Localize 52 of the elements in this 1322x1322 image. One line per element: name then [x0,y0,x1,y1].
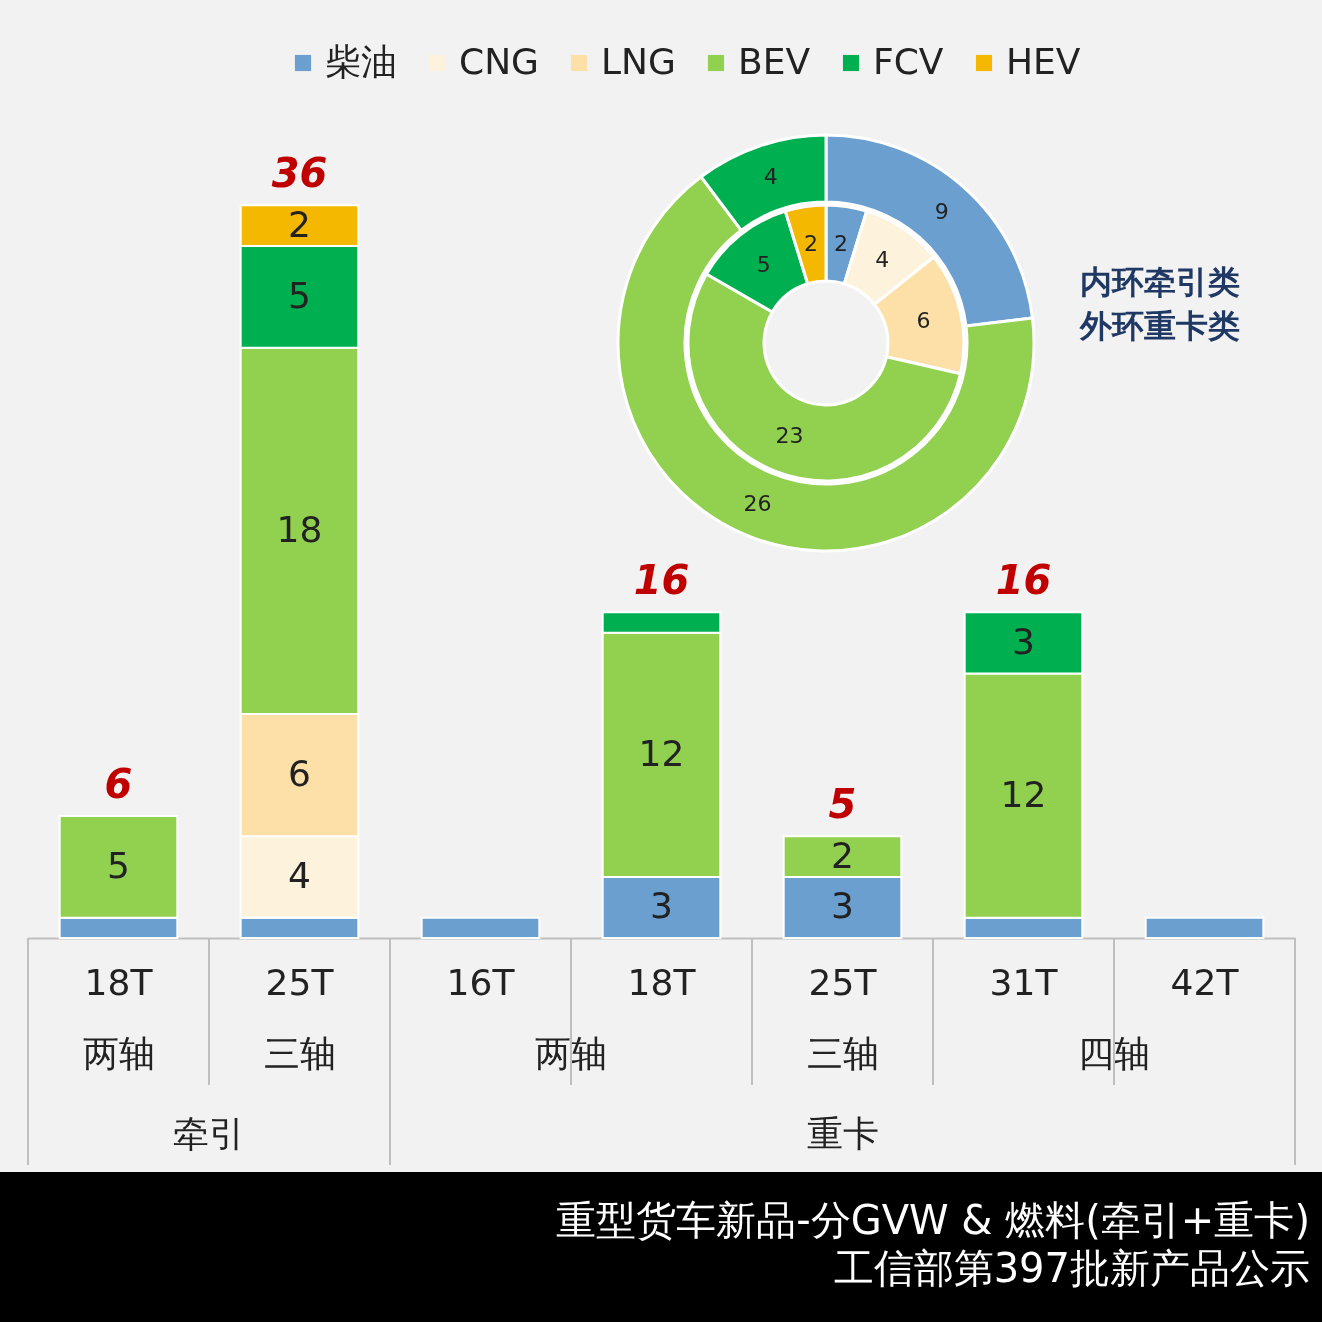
x-tick-label: 25T [808,961,878,1003]
x-tick-label: 18T [627,961,697,1003]
text: 牵引 [173,1113,245,1154]
text: 两轴 [535,1033,607,1074]
legend-label: BEV [738,41,811,82]
total-label: 5 [828,781,857,828]
text: 三轴 [263,1033,336,1074]
annotation: 外环重卡类 [1079,307,1240,345]
x-tick-label: 42T [1170,961,1240,1003]
legend-label: 柴油 [325,41,397,82]
total-label: 36 [271,150,328,197]
bar [420,916,541,939]
data-label: 4 [288,854,311,896]
annotation: 内环牵引类 [1080,263,1240,301]
text: 三轴 [806,1033,879,1074]
data-label: 2 [288,203,311,245]
data-label: 6 [916,307,931,333]
bar [1144,916,1265,939]
data-label: 2 [831,834,854,876]
total-label: 16 [633,557,690,604]
total-label: 16 [995,557,1052,604]
x-tick-label: 18T [84,961,154,1003]
x-tick-label: 31T [989,961,1059,1003]
legend-label: HEV [1006,41,1081,82]
data-label: 12 [1000,773,1047,815]
text: 重卡 [806,1113,879,1154]
data-label: 5 [288,274,311,316]
data-label: 26 [743,490,772,516]
data-label: 3 [831,885,854,927]
data-label: 4 [875,247,890,273]
data-label: 2 [833,231,848,257]
total-label: 6 [104,760,133,807]
data-label: 2 [804,231,819,257]
data-label: 18 [276,508,323,550]
text: 重型货车新品-分GVW & 燃料(牵引+重卡) [556,1197,1310,1243]
data-label: 12 [638,732,685,774]
data-label: 3 [650,885,673,927]
x-tick-label: 16T [446,961,516,1003]
text: 两轴 [82,1033,155,1074]
legend-label: CNG [459,41,539,82]
text: 四轴 [1078,1033,1150,1074]
legend-label: LNG [601,41,676,82]
data-label: 5 [107,844,130,886]
data-label: 6 [288,753,311,795]
x-tick-label: 25T [265,961,335,1003]
data-label: 4 [763,164,778,190]
data-label: 5 [756,251,771,277]
text: 工信部第397批新产品公示 [833,1245,1310,1291]
legend-label: FCV [873,41,944,82]
data-label: 3 [1012,620,1035,662]
data-label: 9 [934,199,949,225]
data-label: 23 [775,423,804,449]
